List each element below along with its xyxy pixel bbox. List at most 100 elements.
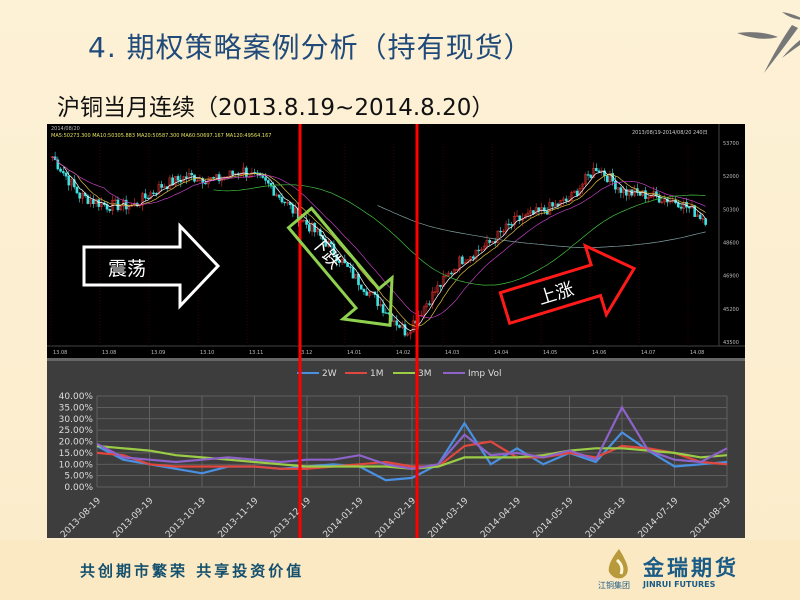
kline-x-tick: 14.08	[690, 350, 704, 356]
candle	[67, 175, 71, 186]
candle	[89, 199, 92, 204]
candle	[61, 171, 65, 174]
kline-x-tick: 13.09	[151, 350, 165, 356]
y-tick-label: 25.00%	[59, 426, 94, 436]
candle	[56, 159, 60, 170]
down-arrow-label: 下跌	[306, 232, 345, 273]
candle	[376, 294, 379, 306]
candle	[698, 214, 702, 220]
kline-y-tick: 45200	[723, 307, 739, 313]
candle	[499, 230, 502, 233]
candle	[302, 219, 306, 222]
kline-y-tick: 52000	[723, 174, 739, 180]
slide-subtitle: 沪铜当月连续（2013.8.19~2014.8.20）	[57, 95, 495, 121]
footer: 共创期市繁荣 共享投资价值 金瑞期货 江铜集团 JINRUI FUTURES	[0, 540, 800, 600]
candle	[346, 262, 349, 267]
kline-x-tick: 14.06	[592, 350, 606, 356]
candle	[622, 189, 625, 193]
candle	[321, 235, 325, 240]
candle	[384, 312, 388, 314]
candle	[625, 189, 628, 196]
kline-x-tick: 14.07	[641, 350, 655, 356]
legend-label: 1M	[370, 369, 384, 379]
y-tick-label: 5.00%	[64, 472, 93, 482]
kline-x-tick: 14.05	[543, 350, 557, 356]
kline-y-tick: 50300	[723, 207, 739, 213]
candle	[564, 198, 568, 202]
candle	[395, 320, 399, 326]
candle	[209, 177, 213, 181]
candle	[502, 230, 505, 233]
candle	[204, 182, 207, 185]
candle	[305, 219, 308, 225]
candle	[340, 259, 344, 263]
candle	[548, 202, 552, 215]
candle	[313, 222, 317, 233]
kline-y-tick: 46900	[723, 274, 739, 280]
candle	[184, 176, 188, 179]
logo-text-en: JINRUI FUTURES	[643, 580, 716, 589]
candle	[264, 177, 267, 181]
kline-x-tick: 13.11	[249, 350, 263, 356]
candle	[283, 201, 287, 204]
candle	[589, 174, 593, 178]
range-arrow-label: 震荡	[108, 258, 146, 280]
candle	[70, 179, 73, 186]
y-tick-label: 40.00%	[59, 392, 94, 402]
candle	[215, 174, 218, 179]
candle	[696, 214, 699, 217]
logo-text-cn: 金瑞期货	[643, 556, 739, 580]
candle	[195, 180, 199, 182]
legend-label: Imp Vol	[468, 369, 501, 379]
legend-label: 2W	[322, 369, 337, 379]
candle	[269, 182, 273, 187]
candle	[701, 218, 705, 220]
candle	[108, 208, 112, 211]
candle	[663, 198, 666, 203]
candle	[504, 223, 508, 232]
candle	[562, 198, 565, 201]
candle	[307, 224, 311, 232]
candle	[275, 194, 278, 196]
candle	[463, 262, 467, 265]
candle	[318, 229, 322, 236]
candle	[570, 192, 574, 201]
candle	[78, 192, 82, 199]
candle	[471, 256, 475, 259]
volatility-plot: 40.00%35.00% 30.00%25.00% 20.00%15.00%10.0…	[59, 369, 734, 538]
candle	[614, 180, 617, 190]
kline-y-tick: 48600	[723, 241, 739, 247]
ma-line-ma60	[213, 184, 706, 286]
candle	[556, 203, 560, 207]
candle	[534, 207, 538, 215]
candle	[477, 249, 481, 252]
candle	[316, 229, 319, 233]
candle	[365, 291, 369, 296]
candle	[362, 289, 366, 292]
candle	[411, 320, 415, 333]
kline-x-tick: 14.03	[445, 350, 459, 356]
candle	[559, 200, 563, 207]
candle	[433, 291, 437, 293]
candle	[608, 173, 612, 183]
candle	[332, 243, 336, 255]
candle	[605, 175, 609, 183]
volatility-line-chart: 40.00% 35.00% 30.00% 25.00% 20.00% 15.00% 10.0…	[47, 358, 745, 538]
candle	[551, 202, 554, 207]
candle	[324, 239, 328, 247]
ma-line-ma10	[52, 156, 706, 327]
candle	[310, 222, 314, 232]
candle	[64, 172, 68, 177]
candle	[351, 267, 355, 279]
candle	[406, 333, 410, 336]
candle	[540, 207, 543, 212]
candle	[450, 272, 453, 275]
candle	[160, 184, 164, 188]
candle	[439, 284, 442, 287]
candle	[141, 193, 144, 206]
kline-header-date: 2014/08/20	[51, 126, 80, 132]
candle	[682, 201, 686, 209]
candle	[176, 176, 180, 181]
candle	[231, 170, 235, 175]
